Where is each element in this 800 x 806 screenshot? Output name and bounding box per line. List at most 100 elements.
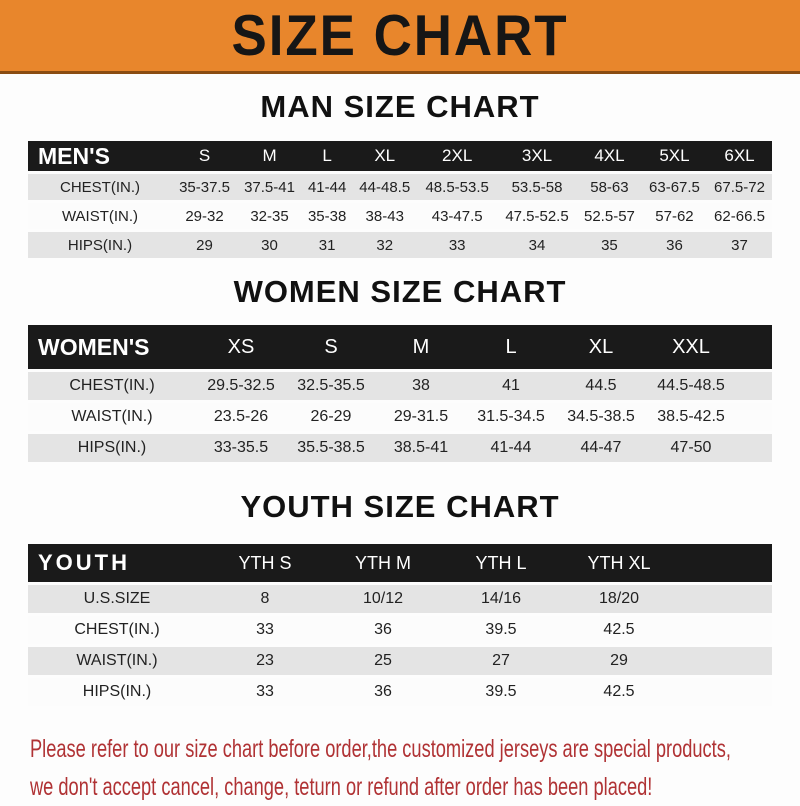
column-header-cell: 3XL (497, 141, 577, 171)
disclaimer-line-1: Please refer to our size chart before or… (30, 735, 731, 763)
table-row: WAIST(IN.) 29-32 32-35 35-38 38-43 43-47.5 47.… (28, 203, 772, 229)
value-cell: 29-32 (172, 203, 238, 229)
value-cell: 33 (206, 616, 324, 644)
value-cell: 10/12 (324, 585, 442, 613)
value-cell: 37 (706, 232, 772, 258)
table-row: HIPS(IN.) 33-35.5 35.5-38.5 38.5-41 41-44 44-… (28, 434, 772, 462)
row-label-cell: WAIST(IN.) (28, 203, 172, 229)
value-cell: 8 (206, 585, 324, 613)
value-cell: 42.5 (560, 678, 678, 706)
table-row: HIPS(IN.) 29 30 31 32 33 34 35 36 37 (28, 232, 772, 258)
youth-size-chart-heading: YOUTH SIZE CHART (240, 489, 560, 524)
spacer-cell (678, 544, 772, 582)
spacer-cell (736, 403, 772, 431)
value-cell: 35-38 (302, 203, 353, 229)
spacer-cell (736, 372, 772, 400)
table-row: WAIST(IN.) 23 25 27 29 (28, 647, 772, 675)
spacer-cell (678, 678, 772, 706)
value-cell: 41-44 (302, 174, 353, 200)
column-header-cell: XL (556, 325, 646, 369)
value-cell: 47-50 (646, 434, 736, 462)
women-size-table: WOMEN'S XS S M L XL XXL CHEST(IN.) 29.5-32.5 32.5… (28, 322, 772, 465)
row-label-cell: CHEST(IN.) (28, 174, 172, 200)
column-header-cell: M (237, 141, 303, 171)
table-row: CHEST(IN.) 29.5-32.5 32.5-35.5 38 41 44.5 44.5… (28, 372, 772, 400)
value-cell: 32 (352, 232, 418, 258)
value-cell: 34.5-38.5 (556, 403, 646, 431)
row-label-cell: HIPS(IN.) (28, 678, 206, 706)
column-header-cell: 6XL (706, 141, 772, 171)
table-title-cell: MEN'S (28, 141, 172, 171)
value-cell: 38.5-42.5 (646, 403, 736, 431)
value-cell: 44-48.5 (352, 174, 418, 200)
value-cell: 43-47.5 (417, 203, 498, 229)
table-row: CHEST(IN.) 35-37.5 37.5-41 41-44 44-48.5 48.5… (28, 174, 772, 200)
value-cell: 36 (324, 678, 442, 706)
column-header-cell: XS (196, 325, 286, 369)
value-cell: 35-37.5 (172, 174, 238, 200)
row-label-cell: HIPS(IN.) (28, 434, 196, 462)
table-header-row: YOUTH YTH S YTH M YTH L YTH XL (28, 544, 772, 582)
table-title-cell: WOMEN'S (28, 325, 196, 369)
row-label-cell: CHEST(IN.) (28, 372, 196, 400)
value-cell: 39.5 (442, 678, 560, 706)
value-cell: 35 (576, 232, 642, 258)
row-label-cell: CHEST(IN.) (28, 616, 206, 644)
column-header-cell: 4XL (576, 141, 642, 171)
table-row: HIPS(IN.) 33 36 39.5 42.5 (28, 678, 772, 706)
value-cell: 18/20 (560, 585, 678, 613)
value-cell: 14/16 (442, 585, 560, 613)
value-cell: 62-66.5 (706, 203, 772, 229)
banner-title: SIZE CHART (231, 3, 569, 68)
row-label-cell: U.S.SIZE (28, 585, 206, 613)
value-cell: 38 (376, 372, 466, 400)
value-cell: 29 (560, 647, 678, 675)
value-cell: 27 (442, 647, 560, 675)
column-header-cell: L (302, 141, 353, 171)
value-cell: 44-47 (556, 434, 646, 462)
value-cell: 67.5-72 (706, 174, 772, 200)
value-cell: 53.5-58 (497, 174, 577, 200)
table-header-row: MEN'S S M L XL 2XL 3XL 4XL 5XL 6XL (28, 141, 772, 171)
column-header-cell: 5XL (641, 141, 707, 171)
value-cell: 48.5-53.5 (417, 174, 498, 200)
column-header-cell: YTH S (206, 544, 324, 582)
table-row: U.S.SIZE 8 10/12 14/16 18/20 (28, 585, 772, 613)
value-cell: 33 (206, 678, 324, 706)
column-header-cell: 2XL (417, 141, 498, 171)
value-cell: 36 (641, 232, 707, 258)
value-cell: 35.5-38.5 (286, 434, 376, 462)
row-label-cell: HIPS(IN.) (28, 232, 172, 258)
women-size-chart-heading: WOMEN SIZE CHART (233, 274, 567, 309)
column-header-cell: XXL (646, 325, 736, 369)
value-cell: 57-62 (641, 203, 707, 229)
table-row: CHEST(IN.) 33 36 39.5 42.5 (28, 616, 772, 644)
spacer-cell (678, 647, 772, 675)
disclaimer-line-2: we don't accept cancel, change, teturn o… (30, 773, 653, 801)
order-disclaimer: Please refer to our size chart before or… (30, 730, 800, 806)
column-header-cell: YTH M (324, 544, 442, 582)
spacer-cell (678, 616, 772, 644)
value-cell: 38.5-41 (376, 434, 466, 462)
row-label-cell: WAIST(IN.) (28, 403, 196, 431)
value-cell: 32-35 (237, 203, 303, 229)
size-chart-banner: SIZE CHART (0, 0, 800, 74)
value-cell: 37.5-41 (237, 174, 303, 200)
value-cell: 29-31.5 (376, 403, 466, 431)
value-cell: 44.5 (556, 372, 646, 400)
value-cell: 30 (237, 232, 303, 258)
value-cell: 31.5-34.5 (466, 403, 556, 431)
value-cell: 34 (497, 232, 577, 258)
table-title-cell: YOUTH (28, 544, 206, 582)
value-cell: 29 (172, 232, 238, 258)
column-header-cell: YTH XL (560, 544, 678, 582)
value-cell: 47.5-52.5 (497, 203, 577, 229)
column-header-cell: M (376, 325, 466, 369)
row-label-cell: WAIST(IN.) (28, 647, 206, 675)
spacer-cell (736, 325, 772, 369)
value-cell: 36 (324, 616, 442, 644)
value-cell: 41-44 (466, 434, 556, 462)
value-cell: 52.5-57 (576, 203, 642, 229)
value-cell: 23.5-26 (196, 403, 286, 431)
men-size-table: MEN'S S M L XL 2XL 3XL 4XL 5XL 6XL CHEST(IN.) 35-37… (28, 138, 772, 261)
